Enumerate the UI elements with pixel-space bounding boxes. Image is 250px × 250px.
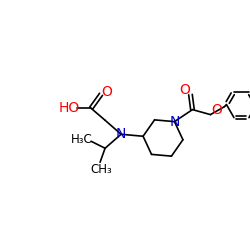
Text: HO: HO [58,101,80,115]
Text: O: O [211,102,222,117]
Text: H₃C: H₃C [71,133,93,146]
Text: O: O [102,85,113,99]
Text: O: O [179,82,190,96]
Text: CH₃: CH₃ [90,163,112,176]
Text: N: N [116,127,126,141]
Text: N: N [169,114,180,128]
